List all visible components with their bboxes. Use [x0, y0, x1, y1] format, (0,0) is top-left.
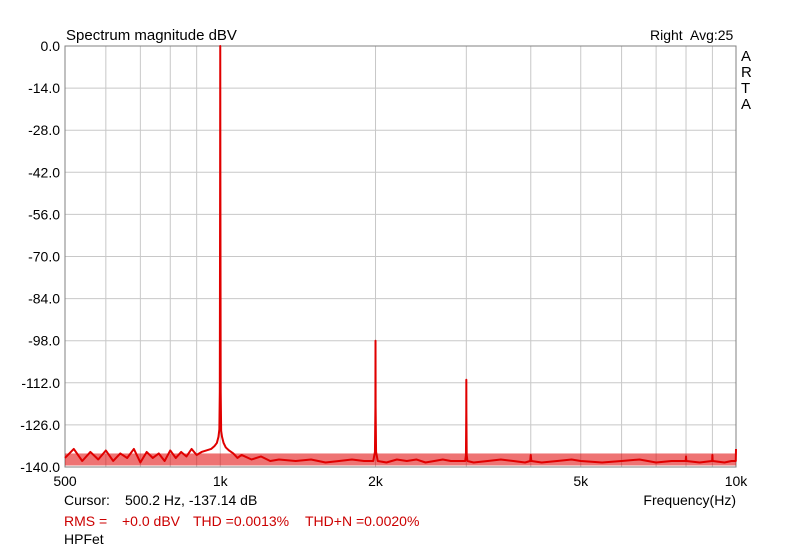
x-tick-label-1: 1k: [213, 473, 229, 489]
average-label: Avg:25: [690, 27, 734, 43]
cursor-readout: 500.2 Hz, -137.14 dB: [125, 492, 257, 508]
device-name: HPFet: [64, 531, 104, 547]
y-tick-label-0: 0.0: [41, 38, 61, 54]
thd-value: THD =0.0013%: [193, 513, 289, 529]
y-tick-label-10: -140.0: [20, 459, 60, 475]
y-tick-label-4: -56.0: [28, 206, 60, 222]
y-tick-label-7: -98.0: [28, 333, 60, 349]
x-tick-label-2: 2k: [368, 473, 384, 489]
channel-label: Right: [650, 27, 683, 43]
y-tick-label-8: -112.0: [21, 375, 60, 391]
plot-frame: [64, 45, 737, 468]
brand-letter-a-last: A: [741, 96, 751, 113]
series-line-0: [64, 45, 737, 464]
x-axis-label: Frequency(Hz): [643, 492, 736, 508]
y-tick-label-3: -42.0: [28, 164, 60, 180]
chart-title: Spectrum magnitude dBV: [66, 27, 237, 44]
thdn-value: THD+N =0.0020%: [305, 513, 419, 529]
rms-value: +0.0 dBV: [122, 513, 181, 529]
y-tick-labels: 0.0 -14.0 -28.0 -42.0 -56.0 -70.0 -84.0 -98.0 -1…: [20, 38, 60, 475]
grid-lines: [65, 45, 736, 468]
x-tick-label-4: 10k: [725, 473, 749, 489]
brand-letter-a: A: [741, 48, 751, 65]
x-tick-label-3: 5k: [573, 473, 589, 489]
y-tick-label-2: -28.0: [28, 122, 60, 138]
y-tick-label-6: -84.0: [28, 291, 60, 307]
brand-letter-t: T: [741, 80, 750, 97]
series-layer: [64, 45, 737, 466]
x-tick-label-0: 500: [53, 473, 77, 489]
brand-letter-r: R: [741, 64, 752, 81]
cursor-label: Cursor:: [64, 492, 110, 508]
y-tick-label-9: -126.0: [20, 417, 60, 433]
rms-label: RMS =: [64, 513, 107, 529]
x-tick-labels: 500 1k 2k 5k 10k: [53, 473, 748, 489]
y-tick-label-1: -14.0: [28, 80, 60, 96]
y-tick-label-5: -70.0: [28, 249, 60, 265]
